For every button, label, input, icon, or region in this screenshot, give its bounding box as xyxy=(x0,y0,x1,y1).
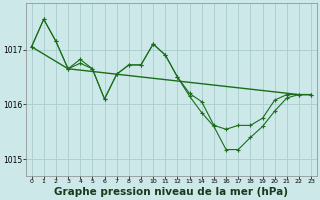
X-axis label: Graphe pression niveau de la mer (hPa): Graphe pression niveau de la mer (hPa) xyxy=(54,187,288,197)
